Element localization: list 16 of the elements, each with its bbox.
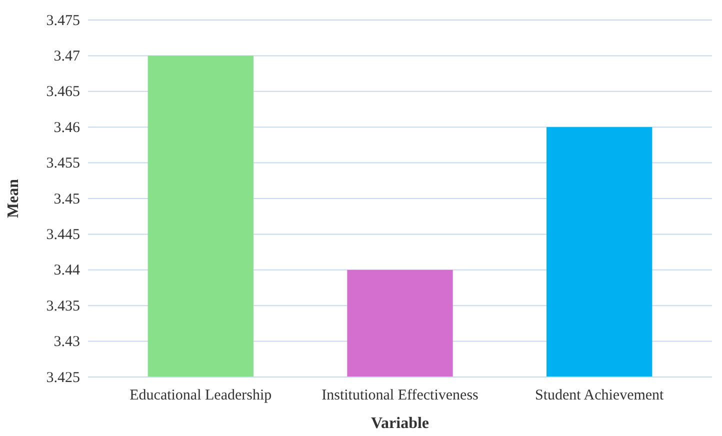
y-tick-label: 3.445 bbox=[46, 227, 80, 243]
y-tick-label: 3.435 bbox=[46, 298, 80, 314]
y-tick-label: 3.44 bbox=[54, 262, 80, 279]
y-tick-label: 3.43 bbox=[54, 334, 80, 350]
y-tick-label: 3.475 bbox=[46, 12, 80, 29]
y-axis-title: Mean bbox=[5, 178, 22, 218]
x-tick-label: Institutional Effectiveness bbox=[322, 388, 479, 404]
y-tick-label: 3.465 bbox=[46, 84, 80, 100]
y-tick-label: 3.425 bbox=[46, 370, 80, 386]
y-tick-label: 3.46 bbox=[54, 120, 80, 136]
x-tick-label: Student Achievement bbox=[534, 388, 665, 404]
x-axis-title: Variable bbox=[370, 415, 430, 432]
y-tick-label: 3.455 bbox=[46, 156, 80, 172]
x-tick-label: Educational Leadership bbox=[130, 388, 272, 404]
y-tick-label: 3.47 bbox=[54, 48, 80, 64]
y-tick-label: 3.45 bbox=[54, 191, 80, 208]
